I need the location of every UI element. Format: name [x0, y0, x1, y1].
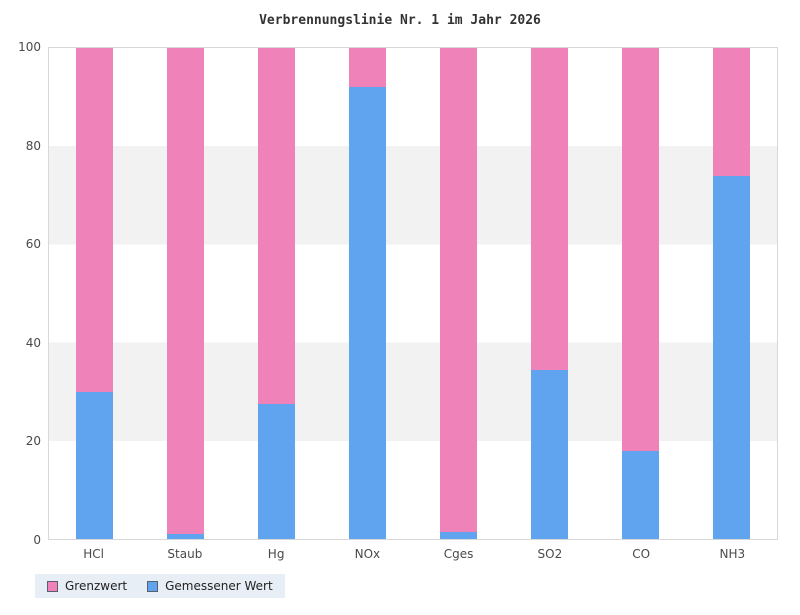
legend: Grenzwert Gemessener Wert: [35, 574, 285, 598]
bar-column-staub: [140, 48, 231, 539]
bar-segment-grenzwert: [713, 48, 750, 176]
bar-segment-gemessener-wert: [531, 369, 568, 539]
bar-segment-gemessener-wert: [76, 391, 113, 539]
bar-column-co: [595, 48, 686, 539]
x-tick-label-nox: NOx: [354, 547, 381, 561]
bar-column-hcl: [49, 48, 140, 539]
bar-segment-gemessener-wert: [349, 87, 386, 539]
y-axis: 0 20 40 60 80 100: [0, 40, 41, 547]
chart-title: Verbrennungslinie Nr. 1 im Jahr 2026: [259, 13, 541, 28]
bar-column-cges: [413, 48, 504, 539]
bar-stack: [167, 48, 204, 539]
bar-segment-gemessener-wert: [713, 175, 750, 539]
bar-segment-gemessener-wert: [440, 531, 477, 539]
bar-segment-grenzwert: [622, 48, 659, 451]
bar-segment-grenzwert: [531, 48, 568, 370]
x-tick-label-hcl: HCl: [83, 547, 104, 561]
y-tick-label: 40: [25, 335, 41, 350]
y-tick-label: 100: [18, 40, 41, 54]
bar-stack: [440, 48, 477, 539]
bar-column-nox: [322, 48, 413, 539]
x-tick-label-hg: Hg: [267, 547, 285, 561]
bar-stack: [531, 48, 568, 539]
legend-label-grenzwert: Grenzwert: [65, 579, 128, 593]
bar-stack: [258, 48, 295, 539]
legend-item-gemessener-wert: Gemessener Wert: [147, 579, 273, 593]
bar-segment-grenzwert: [76, 48, 113, 392]
bar-stack: [713, 48, 750, 539]
bar-stack: [622, 48, 659, 539]
bar-segment-grenzwert: [167, 48, 204, 535]
bar-stack: [349, 48, 386, 539]
bar-column-hg: [231, 48, 322, 539]
bar-segment-gemessener-wert: [622, 450, 659, 539]
legend-item-grenzwert: Grenzwert: [47, 579, 127, 593]
y-tick-label: 20: [25, 434, 41, 449]
legend-swatch-gemessener-wert: [147, 580, 159, 592]
bar-column-so2: [504, 48, 595, 539]
y-tick-label: 60: [25, 237, 41, 252]
y-tick-label: 0: [33, 533, 41, 547]
y-tick-label: 80: [25, 138, 41, 153]
x-tick-label-cges: Cges: [443, 547, 474, 561]
x-axis: HCl Staub Hg NOx Cges SO2 CO NH3: [48, 547, 778, 561]
bar-segment-gemessener-wert: [258, 403, 295, 539]
bars-layer: [49, 48, 777, 539]
plot-area: [48, 47, 778, 540]
x-tick-label-co: CO: [632, 547, 651, 561]
legend-swatch-grenzwert: [47, 580, 58, 592]
x-tick-label-so2: SO2: [537, 547, 563, 561]
bar-segment-gemessener-wert: [167, 534, 204, 539]
x-tick-label-staub: Staub: [167, 547, 203, 561]
bar-stack: [76, 48, 113, 539]
legend-label-gemessener-wert: Gemessener Wert: [165, 579, 273, 593]
bar-column-nh3: [686, 48, 777, 539]
x-tick-label-nh3: NH3: [719, 547, 746, 561]
bar-segment-grenzwert: [440, 48, 477, 532]
bar-segment-grenzwert: [258, 48, 295, 404]
bar-segment-grenzwert: [349, 48, 386, 88]
